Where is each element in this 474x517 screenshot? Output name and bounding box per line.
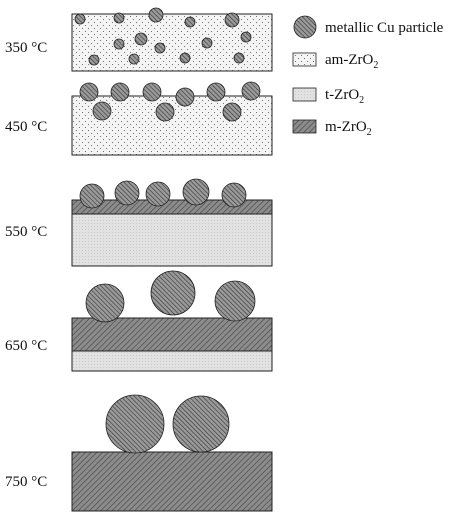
cu-particle (214, 280, 256, 322)
cu-particle (105, 394, 165, 454)
cu-particle (114, 180, 140, 206)
tetragonal-zro2-layer (71, 350, 273, 372)
stage-350-temp-label: 350 °C (5, 40, 47, 56)
cu-particle (128, 53, 140, 65)
cu-particles (74, 7, 252, 66)
legend: metallic Cu particle am-ZrO2 t-ZrO2 m-Zr… (292, 15, 444, 138)
monoclinic-zro2-layer (71, 317, 273, 352)
legend-label-am: am-ZrO2 (325, 52, 378, 71)
stage-550: 550 °C (5, 178, 273, 267)
cu-particles (79, 178, 247, 209)
cu-particle (154, 42, 166, 54)
cu-particles (105, 394, 230, 454)
legend-item-cu-particle: metallic Cu particle (293, 15, 444, 39)
cu-particle (88, 54, 100, 66)
cu-particle (175, 87, 195, 107)
tetragonal-zro2-layer (71, 213, 273, 267)
cu-particle (182, 178, 210, 206)
legend-item-am-zro2: am-ZrO2 (292, 52, 378, 71)
monoclinic-zro2-layer (71, 451, 273, 512)
legend-swatch-m (292, 119, 317, 134)
cu-particle (221, 182, 247, 208)
stage-750: 750 °C (5, 394, 273, 512)
cu-particle (134, 32, 148, 46)
cu-particle (222, 102, 242, 122)
cu-particle (206, 82, 226, 102)
stage-550-temp-label: 550 °C (5, 224, 47, 240)
cu-particle (240, 31, 252, 43)
legend-swatch-cu (293, 15, 317, 39)
legend-swatch-t (292, 87, 317, 102)
cu-particle (113, 12, 125, 24)
legend-swatch-am (292, 52, 317, 67)
cu-particle (74, 13, 86, 25)
cu-particle (110, 82, 130, 102)
cu-particle (113, 38, 125, 50)
cu-particle (142, 82, 162, 102)
cu-particle (155, 102, 175, 122)
cu-particles (79, 81, 261, 122)
stage-350: 350 °C (5, 7, 273, 72)
cu-particle (85, 283, 125, 323)
cu-particle (201, 37, 213, 49)
cu-particle (241, 81, 261, 101)
cu-particle (179, 52, 191, 64)
cu-particle (184, 16, 196, 28)
stage-450-temp-label: 450 °C (5, 119, 47, 135)
cu-particle (79, 183, 105, 209)
cu-particle (92, 101, 112, 121)
cu-particle (145, 181, 171, 207)
cu-particles (85, 270, 256, 323)
cu-particle (172, 395, 230, 453)
cu-particle (150, 270, 196, 316)
cu-particle (224, 12, 240, 28)
stage-750-temp-label: 750 °C (5, 474, 47, 490)
legend-item-t-zro2: t-ZrO2 (292, 87, 364, 106)
legend-label-cu: metallic Cu particle (325, 20, 444, 36)
stage-450: 450 °C (5, 81, 273, 156)
stage-650-temp-label: 650 °C (5, 338, 47, 354)
legend-label-t: t-ZrO2 (325, 87, 364, 106)
cu-particle (148, 7, 164, 23)
legend-label-m: m-ZrO2 (325, 119, 372, 138)
stage-650: 650 °C (5, 270, 273, 372)
legend-item-m-zro2: m-ZrO2 (292, 119, 372, 138)
cu-particle (233, 52, 245, 64)
cu-particle (79, 82, 99, 102)
